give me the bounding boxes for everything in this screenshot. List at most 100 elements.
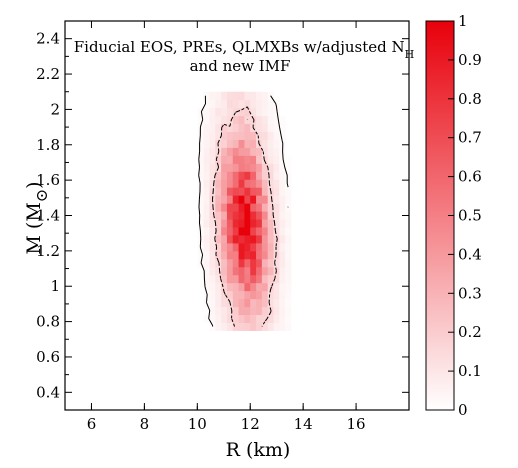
heatmap-cell (244, 242, 251, 252)
heatmap-cell (238, 211, 245, 220)
heatmap-cell (232, 250, 240, 260)
heatmap-cell (232, 147, 240, 156)
heatmap-cell (226, 322, 234, 331)
y-tick-label: 2.4 (36, 30, 60, 48)
heatmap-cell (261, 163, 269, 172)
colorbar-tick-label: 0.7 (458, 129, 482, 147)
heatmap-cell (244, 123, 251, 133)
heatmap-cell (221, 195, 228, 204)
y-axis-ticks: 0.4 0.6 0.8 1 1.2 1.4 1.6 1.8 2 2.2 2.4 (36, 30, 409, 401)
heatmap-cell (238, 250, 245, 260)
heatmap-cell (256, 179, 263, 188)
heatmap-cell (250, 131, 257, 140)
heatmap-cell (256, 290, 263, 300)
heatmap-cell (261, 91, 269, 101)
heatmap-cell (209, 155, 216, 164)
heatmap-cell (250, 139, 257, 148)
heatmap-cell (232, 314, 240, 323)
heatmap-cell (215, 306, 222, 316)
x-axis-label: R (km) (226, 439, 291, 461)
heatmap-cell (261, 99, 269, 109)
heatmap-cell (238, 314, 245, 323)
heatmap-cell (221, 306, 228, 316)
heatmap-cell (285, 314, 292, 323)
heatmap-cell (209, 131, 216, 140)
heatmap-cell (209, 290, 216, 300)
heatmap-cell (221, 322, 228, 331)
heatmap-cell (226, 314, 234, 323)
heatmap-cell (226, 306, 234, 316)
contour-level-2 (212, 106, 278, 327)
heatmap-cell (215, 242, 222, 252)
heatmap-cell (267, 99, 275, 109)
heatmap-cell (203, 123, 210, 133)
heatmap-cell (203, 155, 210, 164)
heatmap-cell (226, 266, 234, 276)
heatmap-cell (273, 306, 280, 316)
heatmap-cell (250, 155, 257, 164)
heatmap-cell (244, 266, 251, 276)
heatmap-cell (267, 203, 275, 212)
heatmap-cell (250, 99, 257, 109)
heatmap-cell (221, 187, 228, 196)
heatmap-cell (273, 322, 280, 331)
heatmap-cell (256, 322, 263, 331)
heatmap-cell (203, 211, 210, 220)
heatmap-cell (226, 226, 234, 236)
heatmap-cell (267, 298, 275, 308)
heatmap-cell (197, 139, 205, 148)
heatmap-cell (279, 290, 286, 300)
heatmap-cell (250, 195, 257, 204)
heatmap-cell (273, 298, 280, 308)
heatmap-cell (203, 171, 210, 180)
heatmap-cell (250, 258, 257, 268)
heatmap-cell (221, 107, 228, 117)
heatmap-cell (209, 163, 216, 172)
heatmap-cell (226, 91, 234, 101)
y-tick-label: 1 (50, 277, 60, 295)
heatmap-cell (261, 219, 269, 228)
heatmap-cell (221, 274, 228, 284)
heatmap-cell (203, 115, 210, 125)
heatmap-cell (232, 242, 240, 252)
y-tick-label: 0.6 (36, 348, 60, 366)
heatmap-cell (244, 203, 251, 212)
heatmap-cell (256, 258, 263, 268)
heatmap-cell (232, 179, 240, 188)
heatmap-cell (244, 314, 251, 323)
heatmap-cell (256, 115, 263, 125)
heatmap-cell (250, 314, 257, 323)
heatmap-cell (215, 322, 222, 331)
heatmap-cell (226, 107, 234, 117)
heatmap-cell (261, 195, 269, 204)
heatmap-cell (244, 139, 251, 148)
heatmap-cell (226, 155, 234, 164)
heatmap-cell (250, 306, 257, 316)
heatmap-cell (226, 179, 234, 188)
y-tick-label: 1.8 (36, 136, 60, 154)
heatmap-cell (221, 203, 228, 212)
heatmap-cell (232, 123, 240, 133)
heatmap-cell (273, 226, 280, 236)
heatmap-cell (209, 258, 216, 268)
heatmap-cell (215, 179, 222, 188)
heatmap-cell (197, 187, 205, 196)
heatmap-cell (232, 195, 240, 204)
heatmap-cell (273, 258, 280, 268)
heatmap-cell (209, 298, 216, 308)
heatmap-cell (261, 155, 269, 164)
heatmap-cell (238, 115, 245, 125)
heatmap-cell (197, 242, 205, 252)
heatmap-cell (221, 147, 228, 156)
heatmap-cell (261, 258, 269, 268)
contour-lines (198, 95, 289, 327)
heatmap-cell (273, 123, 280, 133)
heatmap-cell (197, 171, 205, 180)
heatmap-cell (273, 139, 280, 148)
heatmap-cell (221, 226, 228, 236)
heatmap-cell (226, 131, 234, 140)
heatmap-cell (279, 226, 286, 236)
heatmap-cell (209, 179, 216, 188)
heatmap-cell (279, 211, 286, 220)
